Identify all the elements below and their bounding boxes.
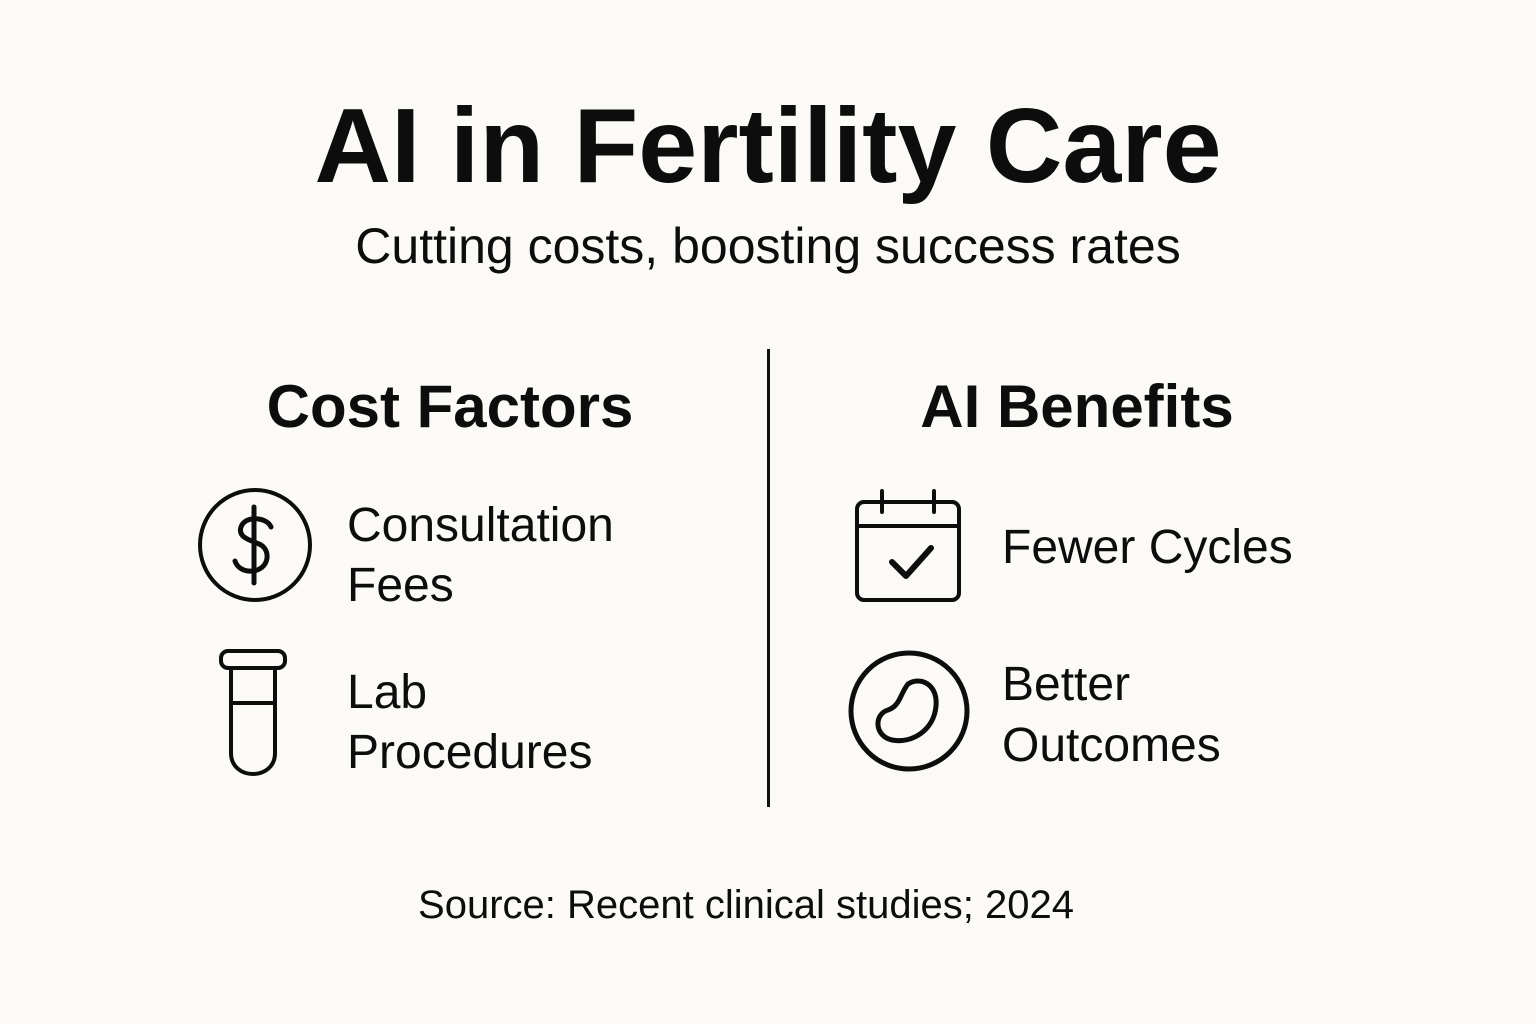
column-divider	[767, 349, 770, 807]
page-subtitle: Cutting costs, boosting success rates	[355, 218, 1181, 274]
source-note: Source: Recent clinical studies; 2024	[418, 883, 1074, 927]
dollar-icon	[198, 488, 312, 602]
consultation-label-line1: Consultation	[347, 499, 614, 552]
outcomes-label-line2: Outcomes	[1002, 719, 1221, 772]
outcomes-label-line1: Better	[1002, 658, 1131, 711]
calendar-check-icon	[855, 489, 961, 602]
ai-benefits-heading: AI Benefits	[920, 373, 1234, 440]
cost-factors-heading: Cost Factors	[266, 373, 634, 440]
lab-label-line1: Lab	[347, 666, 428, 719]
page-title: AI in Fertility Care	[314, 87, 1222, 205]
test-tube-icon	[219, 649, 287, 776]
fewer-cycles-label: Fewer Cycles	[1002, 521, 1293, 574]
consultation-label-line2: Fees	[347, 559, 454, 612]
embryo-icon	[848, 650, 970, 772]
lab-label-line2: Procedures	[347, 726, 593, 779]
